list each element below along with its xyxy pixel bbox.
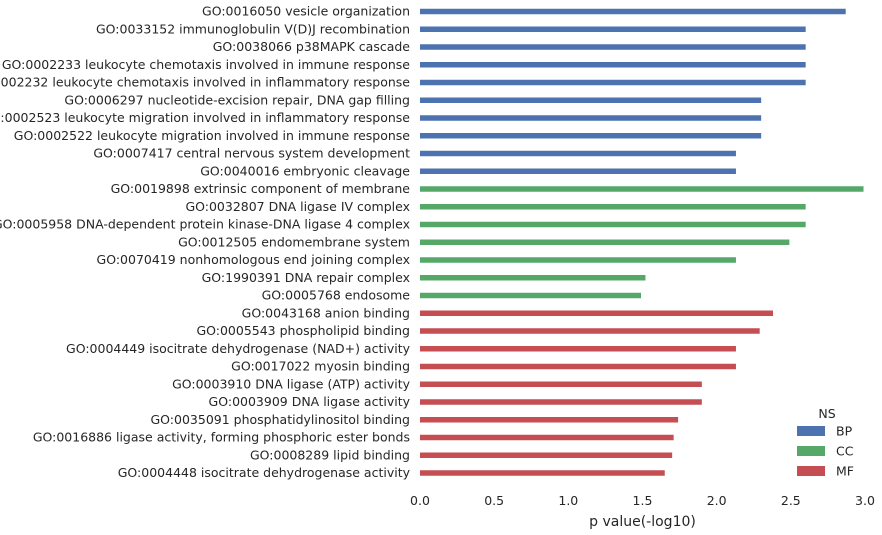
category-labels-group: GO:0016050 vesicle organization GO:003315… — [0, 4, 411, 481]
bar-14 — [420, 239, 790, 245]
bar-23 — [420, 399, 702, 405]
category-label: GO:0017022 myosin binding — [231, 359, 410, 374]
category-label: GO:0070419 nonhomologous end joining com… — [97, 252, 410, 267]
category-label: GO:0033152 immunoglobulin V(D)J recombin… — [96, 21, 410, 36]
bar-18 — [420, 310, 774, 316]
bar-27 — [420, 470, 665, 476]
legend-label-mf: MF — [836, 464, 854, 479]
legend-swatch-cc — [797, 446, 825, 456]
category-label: GO:0035091 phosphatidylinositol binding — [151, 412, 411, 427]
bar-7 — [420, 115, 762, 121]
x-tick-label: 1.0 — [558, 493, 578, 508]
bar-26 — [420, 452, 673, 458]
category-label: GO:1990391 DNA repair complex — [202, 270, 410, 285]
category-label: GO:0032807 DNA ligase IV complex — [185, 199, 410, 214]
x-tick-label: 3.0 — [855, 493, 875, 508]
legend-items-group: BP CC MF — [797, 424, 854, 479]
bar-15 — [420, 257, 736, 263]
x-tick-label: 2.0 — [707, 493, 727, 508]
bar-1 — [420, 8, 846, 15]
x-axis-label: p value(-log10) — [589, 514, 696, 530]
category-label: GO:0019898 extrinsic component of membra… — [111, 181, 411, 196]
category-label: GO:0004448 isocitrate dehydrogenase acti… — [118, 465, 411, 480]
bar-2 — [420, 26, 806, 32]
category-label: GO:0006297 nucleotide-excision repair, D… — [64, 92, 410, 107]
bar-19 — [420, 328, 760, 334]
category-label: GO:0002232 leukocyte chemotaxis involved… — [0, 75, 410, 90]
bar-20 — [420, 346, 736, 352]
x-tick-label: 1.5 — [633, 493, 653, 508]
category-label: GO:0003909 DNA ligase activity — [209, 394, 411, 409]
bar-11 — [420, 186, 864, 192]
bar-21 — [420, 363, 736, 370]
legend-swatch-bp — [797, 426, 825, 436]
bar-24 — [420, 417, 679, 423]
bar-16 — [420, 275, 646, 281]
bar-5 — [420, 79, 806, 86]
x-tick-label: 0.5 — [484, 493, 504, 508]
category-label: GO:0038066 p38MAPK cascade — [213, 39, 411, 54]
bar-22 — [420, 381, 702, 387]
legend-label-bp: BP — [836, 424, 853, 439]
bar-10 — [420, 168, 736, 174]
category-label: GO:0002522 leukocyte migration involved … — [14, 128, 411, 143]
category-label: GO:0008289 lipid binding — [250, 447, 410, 462]
bar-25 — [420, 434, 674, 441]
category-label: GO:0016050 vesicle organization — [202, 4, 410, 19]
bar-6 — [420, 97, 762, 103]
bar-4 — [420, 62, 806, 68]
category-label: GO:0007417 central nervous system develo… — [93, 146, 410, 161]
category-label: GO:0005768 endosome — [262, 288, 411, 303]
legend-swatch-mf — [797, 466, 825, 476]
bar-12 — [420, 204, 806, 210]
legend: NS BP CC MF — [797, 406, 854, 479]
category-label: GO:0003910 DNA ligase (ATP) activity — [172, 376, 411, 391]
bar-17 — [420, 292, 642, 299]
bar-13 — [420, 221, 806, 228]
category-label: GO:0004449 isocitrate dehydrogenase (NAD… — [66, 341, 411, 356]
category-label: GO:0016886 ligase activity, forming phos… — [33, 430, 410, 445]
category-label: GO:0043168 anion binding — [242, 305, 410, 320]
bar-8 — [420, 133, 762, 139]
category-label: GO:0005958 DNA-dependent protein kinase-… — [0, 217, 410, 232]
x-tick-label: 2.5 — [781, 493, 801, 508]
category-label: GO:0002233 leukocyte chemotaxis involved… — [2, 57, 410, 72]
bar-3 — [420, 44, 806, 50]
category-label: GO:0002523 leukocyte migration involved … — [0, 110, 410, 125]
bars-group — [420, 8, 864, 476]
legend-title: NS — [818, 406, 835, 421]
bar-9 — [420, 150, 736, 157]
x-ticks-group: 0.0 0.5 1.0 1.5 2.0 2.5 3.0 — [410, 493, 875, 508]
category-label: GO:0040016 embryonic cleavage — [200, 163, 410, 178]
legend-label-cc: CC — [836, 444, 854, 459]
x-tick-label: 0.0 — [410, 493, 430, 508]
category-label: GO:0012505 endomembrane system — [178, 234, 410, 249]
category-label: GO:0005543 phospholipid binding — [196, 323, 410, 338]
